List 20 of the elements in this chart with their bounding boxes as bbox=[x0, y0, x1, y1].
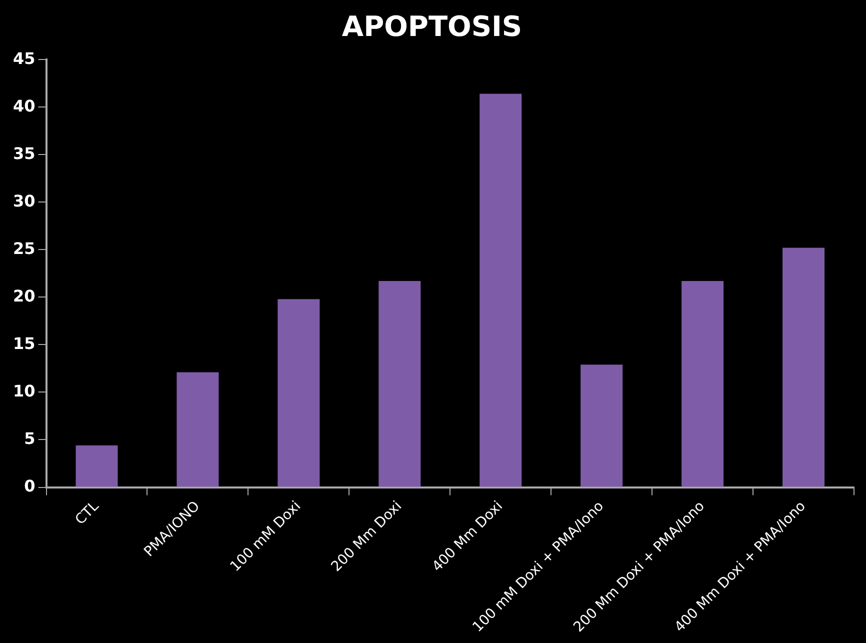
bar bbox=[176, 372, 219, 487]
chart-title: APOPTOSIS bbox=[342, 10, 522, 44]
y-tick-label: 20 bbox=[13, 286, 36, 306]
y-tick-label: 40 bbox=[13, 96, 36, 116]
y-tick-label: 0 bbox=[24, 476, 36, 496]
bar bbox=[580, 364, 623, 487]
y-tick-label: 35 bbox=[13, 144, 36, 163]
y-tick-label: 30 bbox=[13, 191, 36, 210]
y-tick-label: 45 bbox=[13, 48, 36, 68]
y-tick-label: 25 bbox=[13, 238, 36, 258]
bar bbox=[278, 299, 320, 487]
bar bbox=[782, 248, 825, 487]
bar bbox=[76, 445, 118, 487]
bar bbox=[480, 94, 522, 487]
x-tick-label: CTL bbox=[72, 498, 102, 528]
y-tick-label: 10 bbox=[13, 381, 36, 400]
bar bbox=[682, 281, 724, 487]
y-tick-label: 15 bbox=[13, 334, 36, 353]
y-tick-label: 5 bbox=[24, 428, 36, 448]
bar bbox=[378, 281, 421, 487]
